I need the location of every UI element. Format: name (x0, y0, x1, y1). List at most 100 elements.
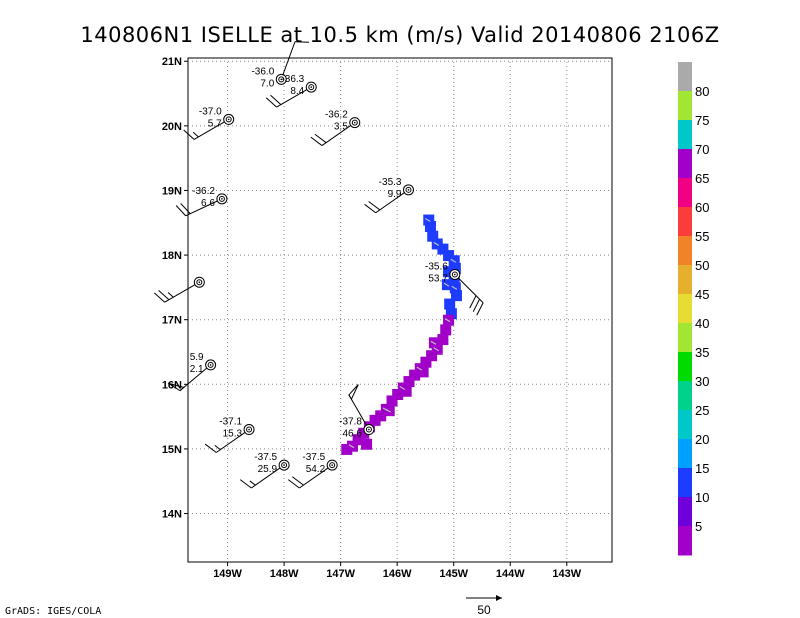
station-wind-label: 9.9 (388, 189, 402, 200)
station-wind-label: 6.6 (201, 198, 215, 209)
barb-shaft (321, 122, 356, 146)
rain-glyph (444, 318, 451, 323)
wind-barb (280, 41, 309, 80)
y-tick-label: 20N (162, 121, 182, 133)
station-marker-inner (351, 119, 358, 126)
barb-half-feather (214, 445, 221, 451)
station-marker-inner (365, 426, 372, 433)
plot-area: 149W 148W 147W 146W 145W 144W 143W 21N 20N 19N 18N… (153, 41, 613, 580)
station-wind-label: 54.2 (306, 464, 326, 475)
station-marker-inner (278, 76, 285, 83)
colorbar-segment (678, 323, 692, 353)
colorbar-segment (678, 381, 692, 411)
barb-feather (364, 203, 377, 214)
barb-feather (368, 201, 381, 211)
barb-shaft (216, 429, 250, 453)
rain-glyph (433, 241, 440, 246)
colorbar-label: 45 (695, 287, 709, 302)
swath-cell (417, 366, 429, 378)
rain-glyph (443, 282, 450, 287)
swath-cell (403, 376, 415, 388)
colorbar-segment (678, 120, 692, 150)
y-tick-label: 19N (162, 185, 182, 197)
barb-feather (265, 97, 277, 108)
colorbar-label: 15 (695, 461, 709, 476)
swath-cell (444, 298, 456, 310)
barb-feather (310, 136, 323, 146)
colorbar-label: 20 (695, 432, 709, 447)
wind-barb (167, 364, 211, 392)
station-marker-inner (246, 426, 253, 433)
x-tick-label: 146W (383, 568, 412, 580)
wind-barb (204, 429, 250, 453)
scale-label: 50 (477, 603, 491, 617)
colorbar-segment (678, 497, 692, 527)
swath-cell (358, 427, 370, 439)
colorbar-segment (678, 62, 692, 92)
station-marker-inner (218, 195, 225, 202)
barb-shaft (299, 464, 333, 489)
swath-cell (424, 221, 436, 232)
barb-shaft (185, 198, 223, 217)
colorbar-label: 5 (695, 519, 702, 534)
station-temp-label: -36.3 (281, 74, 304, 85)
colorbar-label: 40 (695, 316, 709, 331)
barb-feather (270, 94, 282, 105)
wind-barb (265, 86, 312, 108)
barb-feather (183, 129, 195, 140)
barb-shaft (375, 189, 409, 214)
swath-cell (449, 263, 461, 274)
chart-title: 140806N1 ISELLE at 10.5 km (m/s) Valid 2… (80, 23, 719, 47)
colorbar-segment (678, 91, 692, 121)
barb-feather (239, 479, 252, 489)
station-marker-dot (198, 281, 201, 284)
x-tick-label: 144W (496, 568, 525, 580)
station-marker-inner (329, 462, 336, 469)
colorbar-label: 75 (695, 113, 709, 128)
station-wind-label: 15.3 (223, 429, 243, 440)
station-wind-label: 46.6 (342, 429, 362, 440)
plot-frame (187, 57, 613, 563)
barb-flag (167, 382, 185, 392)
barb-shaft (454, 274, 484, 304)
swath-cell (426, 350, 438, 362)
station-marker-inner (225, 116, 232, 123)
swath-cell (443, 250, 455, 262)
rain-glyph (424, 218, 431, 223)
station-marker-dot (280, 78, 283, 81)
rain-glyph (430, 340, 437, 345)
rain-glyph (399, 386, 406, 391)
barb-feather (472, 298, 481, 312)
wind-barb (287, 464, 333, 489)
barb-feather (469, 295, 477, 309)
swath-cell (445, 308, 457, 320)
colorbar-segment (678, 526, 692, 556)
station-marker-dot (331, 464, 333, 466)
barb-feather (175, 205, 187, 217)
y-tick-label: 18N (162, 250, 182, 262)
station-wind-label: 7.0 (260, 78, 274, 89)
rain-glyph (433, 347, 440, 352)
station-wind-label: 2.1 (190, 364, 204, 375)
station-wind-label: 3.5 (334, 122, 348, 133)
station-marker-dot (310, 86, 313, 88)
barb-feather (287, 479, 300, 489)
rain-glyph (348, 444, 355, 449)
swath-cell (427, 230, 439, 242)
rain-glyph (451, 285, 458, 290)
swath-cell (440, 324, 452, 336)
barb-shaft (193, 118, 229, 140)
barb-shaft (276, 86, 312, 108)
barb-feather (476, 302, 484, 316)
colorbar-label: 30 (695, 374, 709, 389)
colorbar-label: 50 (695, 258, 709, 273)
station-temp-label: -35.3 (379, 177, 402, 188)
station-marker-inner (405, 186, 412, 193)
colorbar-label: 55 (695, 229, 709, 244)
wind-barb (348, 384, 370, 430)
y-tick-label: 17N (162, 315, 182, 327)
station-marker-dot (368, 428, 370, 431)
station-temp-label: -36.2 (192, 186, 215, 197)
station-wind-label: 53.7 (428, 273, 448, 284)
